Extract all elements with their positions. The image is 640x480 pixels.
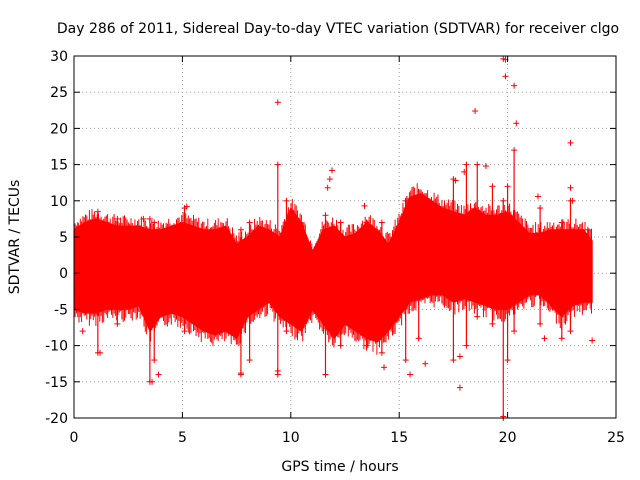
- x-axis-title: GPS time / hours: [281, 459, 398, 475]
- x-tick-label: 5: [178, 430, 187, 446]
- y-axis-title: SDTVAR / TECUs: [7, 180, 23, 295]
- y-tick-label: -5: [54, 302, 68, 318]
- x-tick-label: 10: [282, 430, 300, 446]
- y-tick-label: -10: [45, 339, 68, 355]
- chart-title: Day 286 of 2011, Sidereal Day-to-day VTE…: [57, 21, 619, 37]
- y-tick-label: -15: [45, 375, 68, 391]
- y-tick-label: -20: [45, 411, 68, 427]
- data-series: [73, 55, 596, 421]
- x-tick-label: 25: [607, 430, 625, 446]
- x-tick-label: 20: [499, 430, 517, 446]
- y-tick-label: 10: [50, 194, 68, 210]
- x-tick-label: 15: [390, 430, 408, 446]
- x-tick-label: 0: [70, 430, 79, 446]
- y-tick-label: 0: [59, 266, 68, 282]
- y-tick-label: 25: [50, 85, 68, 101]
- y-tick-label: 15: [50, 158, 68, 174]
- y-tick-label: 20: [50, 121, 68, 137]
- y-tick-label: 5: [59, 230, 68, 246]
- axis-ticks: 0 5 10 15 20 25 -20 -15 -10 -5 0 5 10 15 20 25 30: [45, 49, 625, 446]
- y-tick-label: 30: [50, 49, 68, 65]
